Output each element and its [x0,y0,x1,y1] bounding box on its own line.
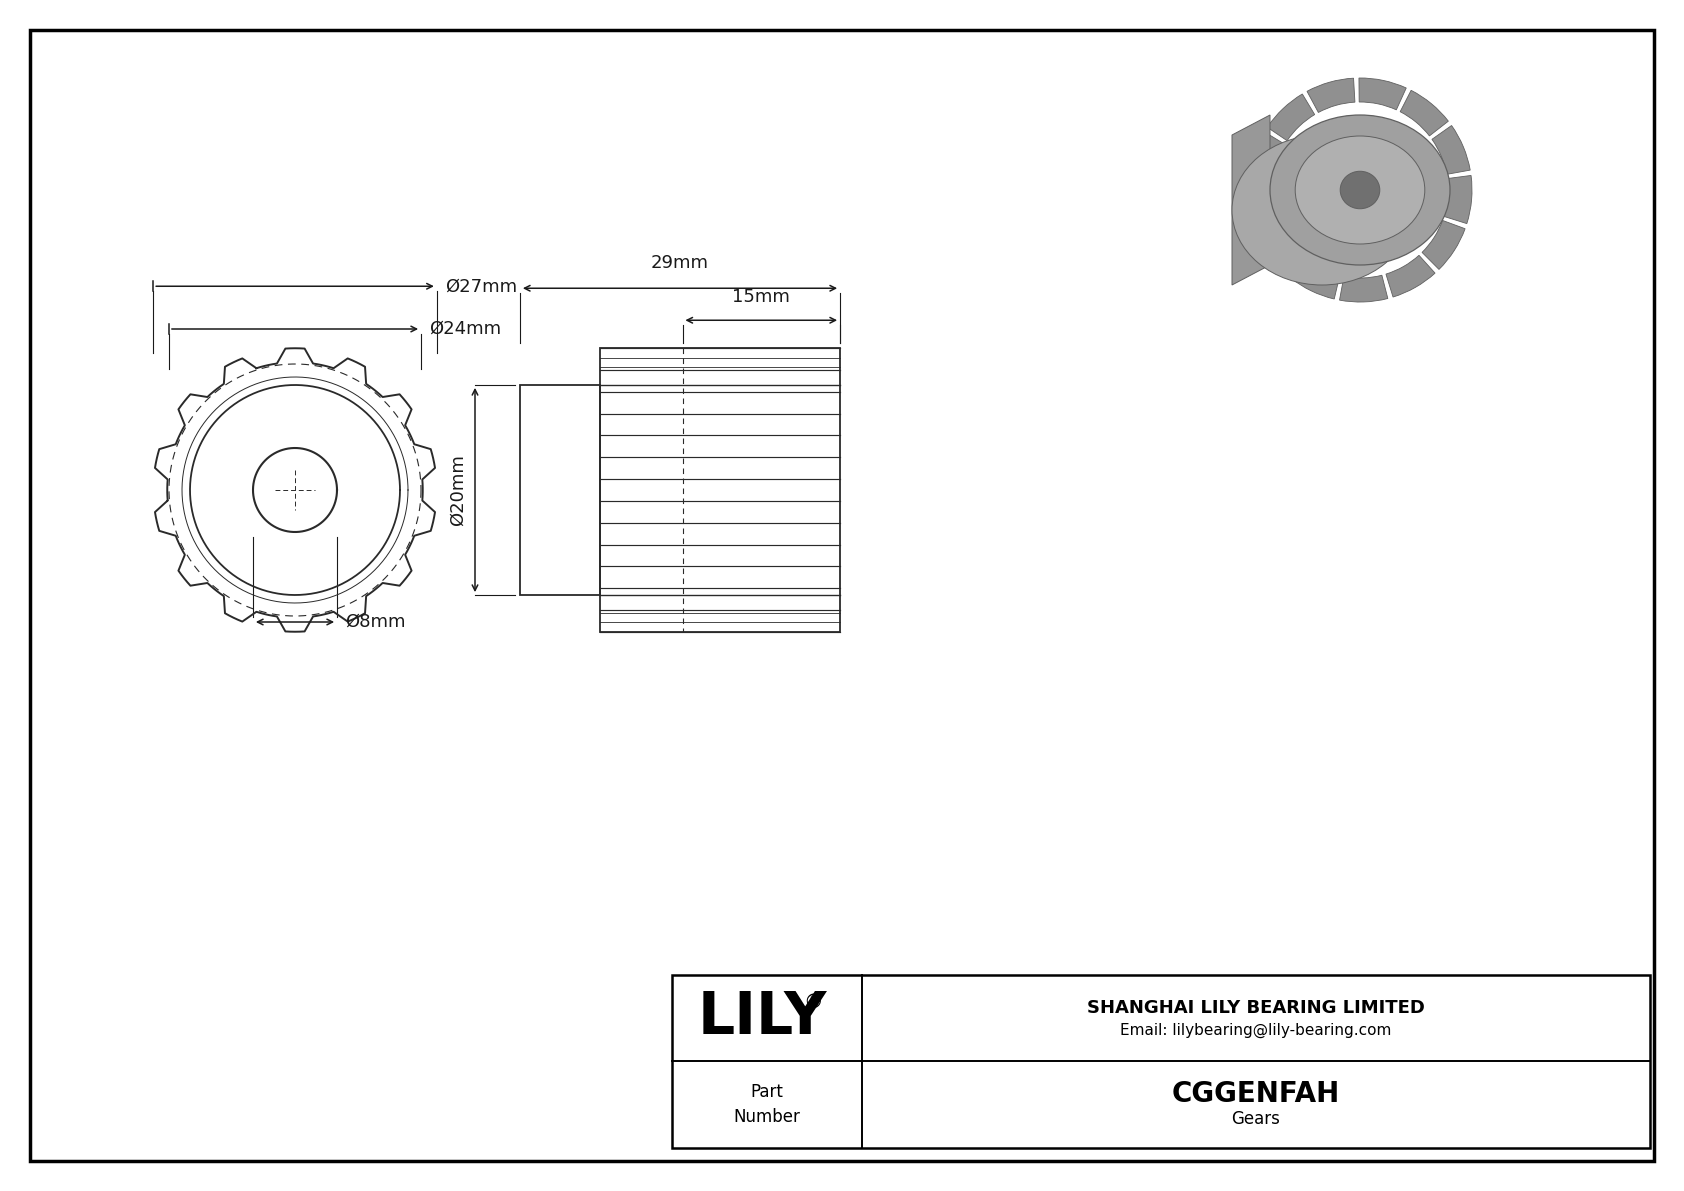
Wedge shape [1399,91,1448,136]
Wedge shape [1386,255,1435,297]
Text: 29mm: 29mm [652,254,709,273]
Text: Ø27mm: Ø27mm [445,278,517,295]
Ellipse shape [1340,172,1379,208]
Wedge shape [1421,220,1465,269]
Wedge shape [1248,183,1278,231]
Wedge shape [1431,125,1470,174]
Wedge shape [1258,226,1302,275]
Text: Ø8mm: Ø8mm [345,613,406,631]
Bar [600,348,840,631]
Text: Part
Number: Part Number [734,1083,800,1125]
Bar [672,975,1650,1148]
Text: LILY: LILY [697,990,827,1047]
Text: CGGENFAH: CGGENFAH [1172,1080,1340,1109]
Wedge shape [1339,275,1388,303]
Text: 15mm: 15mm [733,288,790,306]
Polygon shape [1233,116,1270,285]
Text: SHANGHAI LILY BEARING LIMITED: SHANGHAI LILY BEARING LIMITED [1088,999,1425,1017]
Ellipse shape [1270,116,1450,266]
Wedge shape [1307,79,1356,112]
Text: Ø24mm: Ø24mm [429,320,502,338]
Wedge shape [1443,175,1472,224]
Text: Gears: Gears [1231,1110,1280,1128]
Ellipse shape [1233,135,1411,285]
Text: Ø20mm: Ø20mm [450,454,466,526]
Wedge shape [1250,132,1285,180]
Bar [520,385,600,596]
Wedge shape [1290,260,1340,299]
Wedge shape [1359,77,1406,110]
Ellipse shape [1295,136,1425,244]
Wedge shape [1268,94,1315,141]
Text: ®: ® [803,993,823,1012]
Text: Email: lilybearing@lily-bearing.com: Email: lilybearing@lily-bearing.com [1120,1022,1391,1037]
